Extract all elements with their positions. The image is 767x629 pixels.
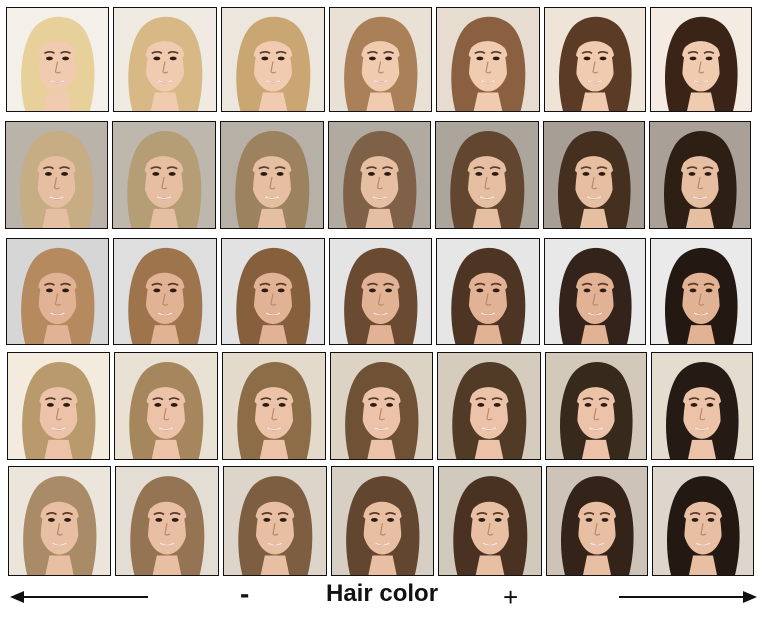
face-image bbox=[6, 7, 109, 112]
face-portrait-icon bbox=[330, 239, 431, 344]
face-portrait-icon bbox=[651, 239, 751, 344]
face-image bbox=[543, 121, 645, 229]
face-portrait-icon bbox=[436, 122, 538, 228]
axis-caption bbox=[0, 582, 767, 622]
face-portrait-icon bbox=[652, 353, 752, 459]
face-portrait-icon bbox=[653, 467, 753, 575]
face-image bbox=[436, 7, 540, 112]
face-image bbox=[330, 352, 433, 460]
face-image bbox=[544, 238, 646, 345]
face-image bbox=[221, 238, 325, 345]
face-grid bbox=[5, 7, 754, 576]
left-arrow-icon bbox=[10, 591, 148, 603]
face-image bbox=[545, 352, 647, 460]
face-row-1 bbox=[6, 7, 752, 112]
face-image bbox=[5, 121, 108, 229]
face-portrait-icon bbox=[221, 122, 323, 228]
face-image bbox=[329, 7, 432, 112]
minus-label: - bbox=[240, 578, 250, 609]
plus-label: + bbox=[503, 582, 519, 612]
face-image bbox=[115, 466, 219, 576]
face-image bbox=[328, 121, 431, 229]
face-portrait-icon bbox=[650, 122, 750, 228]
face-portrait-icon bbox=[116, 467, 218, 575]
face-portrait-icon bbox=[332, 467, 433, 575]
face-portrait-icon bbox=[547, 467, 647, 575]
face-portrait-icon bbox=[114, 8, 216, 111]
face-portrait-icon bbox=[223, 353, 325, 459]
axis-label: Hair color bbox=[326, 580, 439, 607]
face-image bbox=[113, 238, 217, 345]
face-portrait-icon bbox=[329, 122, 430, 228]
face-row-3 bbox=[6, 238, 752, 345]
face-portrait-icon bbox=[437, 8, 539, 111]
face-portrait-icon bbox=[9, 467, 110, 575]
face-portrait-icon bbox=[113, 122, 215, 228]
face-image bbox=[113, 7, 217, 112]
face-image bbox=[7, 352, 110, 460]
face-portrait-icon bbox=[437, 239, 539, 344]
face-portrait-icon bbox=[438, 353, 540, 459]
face-portrait-icon bbox=[544, 122, 644, 228]
face-image bbox=[546, 466, 648, 576]
face-portrait-icon bbox=[7, 8, 108, 111]
direction-arrows bbox=[10, 591, 757, 603]
face-portrait-icon bbox=[6, 122, 107, 228]
face-portrait-icon bbox=[222, 8, 324, 111]
face-image bbox=[8, 466, 111, 576]
face-portrait-icon bbox=[222, 239, 324, 344]
face-image bbox=[650, 238, 752, 345]
face-portrait-icon bbox=[330, 8, 431, 111]
face-row-4 bbox=[7, 352, 753, 460]
face-portrait-icon bbox=[545, 239, 645, 344]
face-portrait-icon bbox=[7, 239, 108, 344]
face-portrait-icon bbox=[114, 239, 216, 344]
face-image bbox=[651, 352, 753, 460]
right-arrow-icon bbox=[619, 591, 757, 603]
face-portrait-icon bbox=[224, 467, 326, 575]
face-image bbox=[435, 121, 539, 229]
face-row-5 bbox=[8, 466, 754, 576]
face-row-2 bbox=[5, 121, 751, 229]
face-image bbox=[649, 121, 751, 229]
face-image bbox=[222, 352, 326, 460]
face-image bbox=[438, 466, 542, 576]
face-image bbox=[220, 121, 324, 229]
face-image bbox=[544, 7, 646, 112]
face-image bbox=[114, 352, 218, 460]
face-image bbox=[652, 466, 754, 576]
face-portrait-icon bbox=[546, 353, 646, 459]
face-image bbox=[329, 238, 432, 345]
face-image bbox=[221, 7, 325, 112]
face-image bbox=[6, 238, 109, 345]
face-image bbox=[331, 466, 434, 576]
face-portrait-icon bbox=[331, 353, 432, 459]
face-portrait-icon bbox=[115, 353, 217, 459]
face-portrait-icon bbox=[8, 353, 109, 459]
face-portrait-icon bbox=[439, 467, 541, 575]
face-image bbox=[112, 121, 216, 229]
face-portrait-icon bbox=[545, 8, 645, 111]
face-image bbox=[650, 7, 752, 112]
face-image bbox=[436, 238, 540, 345]
face-image bbox=[437, 352, 541, 460]
face-image bbox=[223, 466, 327, 576]
face-portrait-icon bbox=[651, 8, 751, 111]
